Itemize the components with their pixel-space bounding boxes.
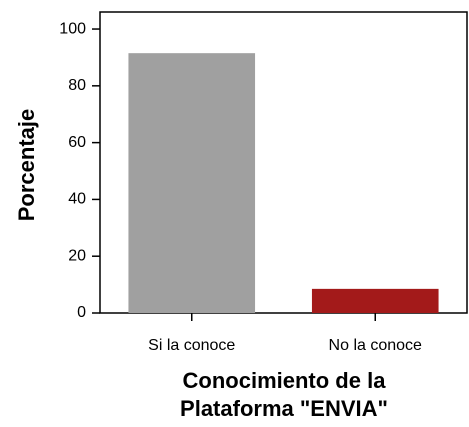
x-axis-title: Plataforma "ENVIA": [180, 396, 388, 421]
bar: [311, 288, 439, 313]
y-tick-label: 100: [59, 20, 86, 37]
y-tick-label: 40: [68, 191, 86, 208]
plot-frame: [99, 11, 468, 314]
x-tick-label: Si la conoce: [148, 337, 235, 354]
y-tick-label: 20: [68, 247, 86, 264]
x-axis-title: Conocimiento de la: [183, 368, 387, 393]
y-tick-label: 0: [77, 304, 86, 321]
y-axis-title: Porcentaje: [14, 109, 39, 222]
y-tick-label: 60: [68, 134, 86, 151]
y-tick-label: 80: [68, 77, 86, 94]
bar: [128, 53, 256, 313]
x-tick-label: No la conoce: [329, 337, 422, 354]
